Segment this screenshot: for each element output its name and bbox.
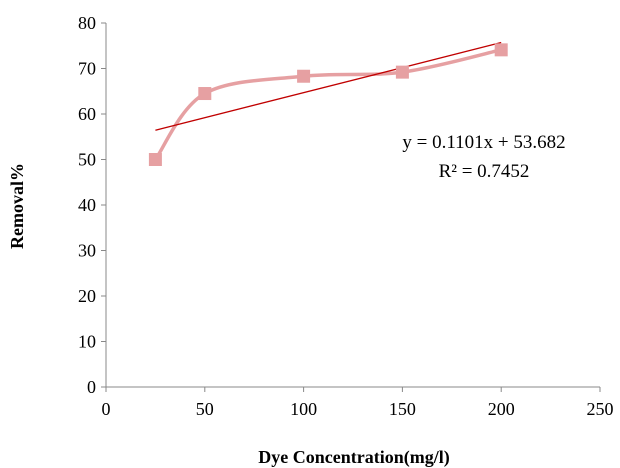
x-tick-label: 50: [196, 399, 214, 419]
y-tick-label: 50: [78, 150, 96, 170]
x-tick-label: 200: [488, 399, 515, 419]
x-tick-label: 150: [389, 399, 416, 419]
data-point-marker: [494, 43, 508, 57]
plot-area: [148, 41, 508, 166]
x-tick-label: 250: [587, 399, 614, 419]
trendline: [155, 41, 502, 131]
x-ticks: 0 50 100 150 200 250: [102, 387, 614, 419]
y-tick-label: 80: [78, 13, 96, 33]
y-tick-label: 10: [78, 332, 96, 352]
y-tick-label: 60: [78, 104, 96, 124]
data-point-marker: [297, 69, 311, 83]
y-tick-label: 30: [78, 241, 96, 261]
y-axis-title: Removal%: [7, 163, 27, 249]
y-tick-label: 0: [87, 377, 96, 397]
x-tick-label: 0: [102, 399, 111, 419]
data-point-marker: [148, 153, 162, 166]
axes: [105, 23, 600, 388]
x-tick-label: 100: [290, 399, 317, 419]
y-tick-label: 70: [78, 59, 96, 79]
trendline-equation: y = 0.1101x + 53.682: [402, 132, 565, 153]
data-point-marker: [198, 87, 212, 101]
data-point-marker: [395, 65, 409, 79]
series-markers: [148, 43, 508, 166]
trendline-r-squared: R² = 0.7452: [439, 161, 530, 182]
y-ticks: 0 10 20 30 40 50 60 70 80: [78, 13, 106, 397]
x-axis-title: Dye Concentration(mg/l): [258, 447, 449, 468]
y-tick-label: 20: [78, 286, 96, 306]
y-tick-label: 40: [78, 195, 96, 215]
